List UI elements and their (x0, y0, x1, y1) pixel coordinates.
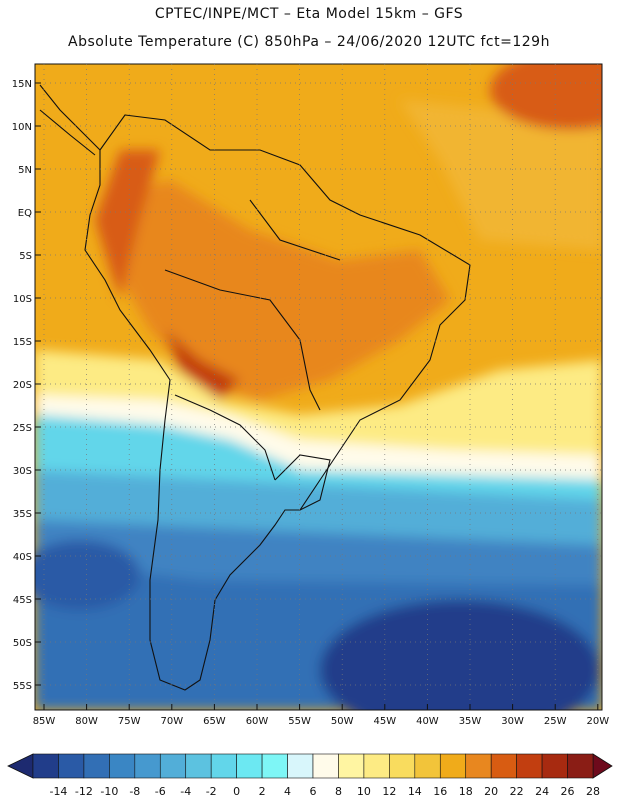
graticule (35, 64, 602, 710)
lat-label: 10S (13, 294, 32, 305)
colorbar-swatch (32, 753, 59, 779)
colorbar-swatch (185, 753, 212, 779)
colorbar-swatch (516, 753, 543, 779)
lat-label: 40S (13, 552, 32, 563)
colorbar-label: 18 (459, 785, 473, 798)
colorbar-label: -10 (100, 785, 118, 798)
colorbar-label: 12 (382, 785, 396, 798)
colorbar-label: 8 (335, 785, 342, 798)
colorbar-label: 20 (484, 785, 498, 798)
lon-label: 85W (33, 716, 56, 727)
lon-label: 55W (288, 716, 311, 727)
lat-label: 10N (12, 122, 32, 133)
colorbar-swatch (134, 753, 161, 779)
map-frame (34, 63, 603, 711)
colorbar-swatch (58, 753, 85, 779)
lon-label: 25W (544, 716, 567, 727)
colorbar-label: -8 (129, 785, 140, 798)
lat-label: 30S (13, 466, 32, 477)
lon-label: 45W (373, 716, 396, 727)
colorbar-label: 22 (510, 785, 524, 798)
colorbar-label: 28 (586, 785, 600, 798)
lon-label: 75W (118, 716, 141, 727)
lon-label: 60W (246, 716, 269, 727)
colorbar-label: 2 (259, 785, 266, 798)
colorbar-swatch (567, 753, 594, 779)
lat-label: 50S (13, 638, 32, 649)
colorbar-swatch (236, 753, 263, 779)
lon-label: 70W (160, 716, 183, 727)
longitude-labels: 85W 80W 75W 70W 65W 60W 55W 50W 45W 40W 35W 30W 25W 2… (33, 716, 610, 727)
colorbar-swatch (261, 753, 288, 779)
lon-label: 50W (331, 716, 354, 727)
argentina-border (174, 394, 276, 481)
brazil-border (164, 199, 341, 411)
south-america-coast (84, 114, 471, 691)
coastlines (39, 84, 471, 691)
lon-label: 40W (416, 716, 439, 727)
colorbar-label: 16 (433, 785, 447, 798)
lon-label: 20W (586, 716, 609, 727)
colorbar-label: 26 (561, 785, 575, 798)
colorbar-swatch (210, 753, 237, 779)
lat-label: 55S (13, 681, 32, 692)
lat-label: 15N (12, 79, 32, 90)
colorbar-label: -6 (155, 785, 166, 798)
colorbar-swatch (465, 753, 492, 779)
uruguay-border (274, 454, 331, 511)
colorbar-label: -4 (180, 785, 191, 798)
title-line-1: CPTEC/INPE/MCT – Eta Model 15km – GFS (154, 6, 464, 22)
lat-label: 25S (13, 423, 32, 434)
title-line-2: Absolute Temperature (C) 850hPa – 24/06/… (68, 34, 550, 50)
colorbar-label: 4 (284, 785, 291, 798)
colorbar-swatch (83, 753, 110, 779)
colorbar-swatch (159, 753, 187, 779)
colorbar-swatch (541, 753, 568, 779)
central-america-coast (39, 84, 101, 156)
lat-label: 20S (13, 380, 32, 391)
colorbar-label: -14 (49, 785, 67, 798)
latitude-labels: 15N 10N 5N EQ 5S 10S 15S 20S 25S 30S 35S 40S 45S 50S 5… (12, 79, 32, 692)
colorbar-swatch (312, 753, 339, 779)
lat-label: 5S (19, 251, 32, 262)
lat-label: 15S (13, 337, 32, 348)
colorbar-swatch (389, 753, 416, 779)
colorbar-label: -12 (75, 785, 93, 798)
colorbar-label: 14 (408, 785, 422, 798)
colorbar-swatch (287, 753, 314, 779)
colorbar: -14 -12 -10 -8 -6 -4 -2 0 2 4 6 8 10 12 14 16 18 20 22 24 26… (7, 753, 613, 798)
colorbar-swatch (338, 753, 365, 779)
colorbar-label: -2 (206, 785, 217, 798)
temperature-field (35, 64, 602, 710)
colorbar-swatch (439, 753, 467, 779)
lon-label: 80W (75, 716, 98, 727)
lat-label: 35S (13, 509, 32, 520)
colorbar-swatch (490, 753, 517, 779)
lat-label: 45S (13, 595, 32, 606)
colorbar-label: 10 (357, 785, 371, 798)
colorbar-low-arrow (7, 753, 34, 779)
colorbar-swatch (414, 753, 441, 779)
colorbar-label: 6 (310, 785, 317, 798)
lat-label: 5N (18, 165, 32, 176)
colorbar-label: 0 (233, 785, 240, 798)
colorbar-high-arrow (592, 753, 613, 779)
lon-label: 35W (459, 716, 482, 727)
colorbar-swatch (109, 753, 136, 779)
lon-label: 65W (203, 716, 226, 727)
colorbar-swatch (363, 753, 390, 779)
lat-label: EQ (18, 208, 32, 219)
colorbar-label: 24 (535, 785, 549, 798)
lon-label: 30W (501, 716, 524, 727)
